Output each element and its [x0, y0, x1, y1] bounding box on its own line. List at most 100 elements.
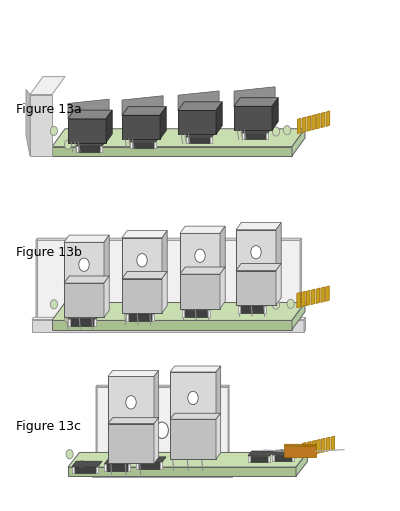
Polygon shape — [104, 235, 109, 283]
Polygon shape — [321, 112, 325, 128]
Polygon shape — [64, 283, 104, 317]
Polygon shape — [122, 107, 166, 115]
Polygon shape — [300, 238, 302, 319]
Polygon shape — [321, 287, 324, 303]
Polygon shape — [68, 99, 109, 119]
Circle shape — [137, 253, 147, 267]
Polygon shape — [68, 452, 308, 467]
Polygon shape — [68, 313, 101, 319]
Polygon shape — [306, 290, 310, 306]
Polygon shape — [322, 438, 325, 453]
Polygon shape — [32, 317, 306, 319]
Polygon shape — [36, 238, 38, 319]
Polygon shape — [208, 310, 210, 316]
Polygon shape — [236, 271, 276, 305]
Polygon shape — [72, 467, 98, 473]
Polygon shape — [316, 113, 320, 129]
Polygon shape — [178, 110, 216, 134]
Circle shape — [66, 450, 73, 459]
Polygon shape — [180, 226, 225, 234]
Polygon shape — [186, 131, 216, 137]
Polygon shape — [317, 439, 320, 454]
Polygon shape — [264, 306, 266, 313]
Circle shape — [50, 299, 58, 309]
Polygon shape — [126, 314, 128, 321]
Polygon shape — [68, 119, 106, 143]
Circle shape — [272, 300, 280, 309]
Polygon shape — [104, 464, 106, 471]
Polygon shape — [276, 264, 281, 305]
Polygon shape — [170, 366, 221, 372]
Polygon shape — [68, 467, 296, 476]
Polygon shape — [182, 304, 215, 310]
Polygon shape — [216, 102, 222, 134]
Polygon shape — [122, 278, 162, 313]
Polygon shape — [130, 142, 156, 148]
Text: Figure 13a: Figure 13a — [16, 103, 82, 117]
Polygon shape — [326, 437, 330, 451]
Polygon shape — [248, 456, 270, 462]
Polygon shape — [122, 238, 162, 278]
Polygon shape — [122, 230, 167, 238]
Circle shape — [251, 246, 261, 259]
Polygon shape — [30, 95, 52, 156]
Polygon shape — [216, 413, 221, 459]
Circle shape — [284, 126, 291, 135]
Polygon shape — [220, 226, 225, 274]
Polygon shape — [331, 436, 335, 450]
Polygon shape — [160, 107, 166, 139]
Polygon shape — [302, 291, 305, 307]
Polygon shape — [180, 274, 220, 309]
Polygon shape — [238, 300, 271, 306]
Polygon shape — [302, 117, 306, 132]
Polygon shape — [272, 455, 274, 461]
Polygon shape — [68, 110, 112, 119]
Polygon shape — [272, 455, 294, 461]
Polygon shape — [162, 230, 167, 278]
Polygon shape — [100, 146, 102, 152]
Polygon shape — [248, 451, 274, 456]
Polygon shape — [52, 303, 305, 320]
Polygon shape — [122, 271, 167, 278]
Polygon shape — [72, 467, 74, 473]
Polygon shape — [154, 417, 159, 463]
Circle shape — [50, 126, 58, 135]
Polygon shape — [68, 319, 70, 326]
Polygon shape — [32, 319, 304, 332]
Circle shape — [126, 396, 136, 409]
Polygon shape — [292, 129, 305, 156]
Polygon shape — [302, 443, 306, 457]
Polygon shape — [236, 264, 281, 271]
Polygon shape — [236, 223, 281, 230]
Polygon shape — [242, 127, 272, 133]
Polygon shape — [170, 419, 216, 459]
Circle shape — [278, 450, 286, 459]
Polygon shape — [130, 142, 132, 148]
Circle shape — [79, 258, 89, 271]
Circle shape — [272, 127, 280, 136]
Polygon shape — [312, 440, 316, 455]
Polygon shape — [297, 118, 301, 134]
Polygon shape — [292, 303, 305, 330]
Polygon shape — [26, 89, 30, 156]
Polygon shape — [106, 110, 112, 143]
Polygon shape — [238, 306, 266, 313]
Circle shape — [64, 140, 72, 149]
Polygon shape — [272, 98, 278, 130]
Polygon shape — [180, 267, 225, 274]
Polygon shape — [268, 456, 270, 462]
Polygon shape — [234, 98, 278, 106]
Text: Figure 13c: Figure 13c — [16, 420, 81, 433]
Polygon shape — [238, 306, 240, 313]
Polygon shape — [236, 230, 276, 271]
Polygon shape — [130, 136, 160, 142]
Polygon shape — [36, 240, 300, 319]
Polygon shape — [216, 366, 221, 419]
Polygon shape — [96, 467, 98, 473]
Polygon shape — [154, 142, 156, 148]
Polygon shape — [64, 242, 104, 283]
Polygon shape — [178, 91, 219, 110]
Polygon shape — [296, 452, 308, 476]
Circle shape — [64, 314, 72, 323]
Polygon shape — [162, 271, 167, 313]
